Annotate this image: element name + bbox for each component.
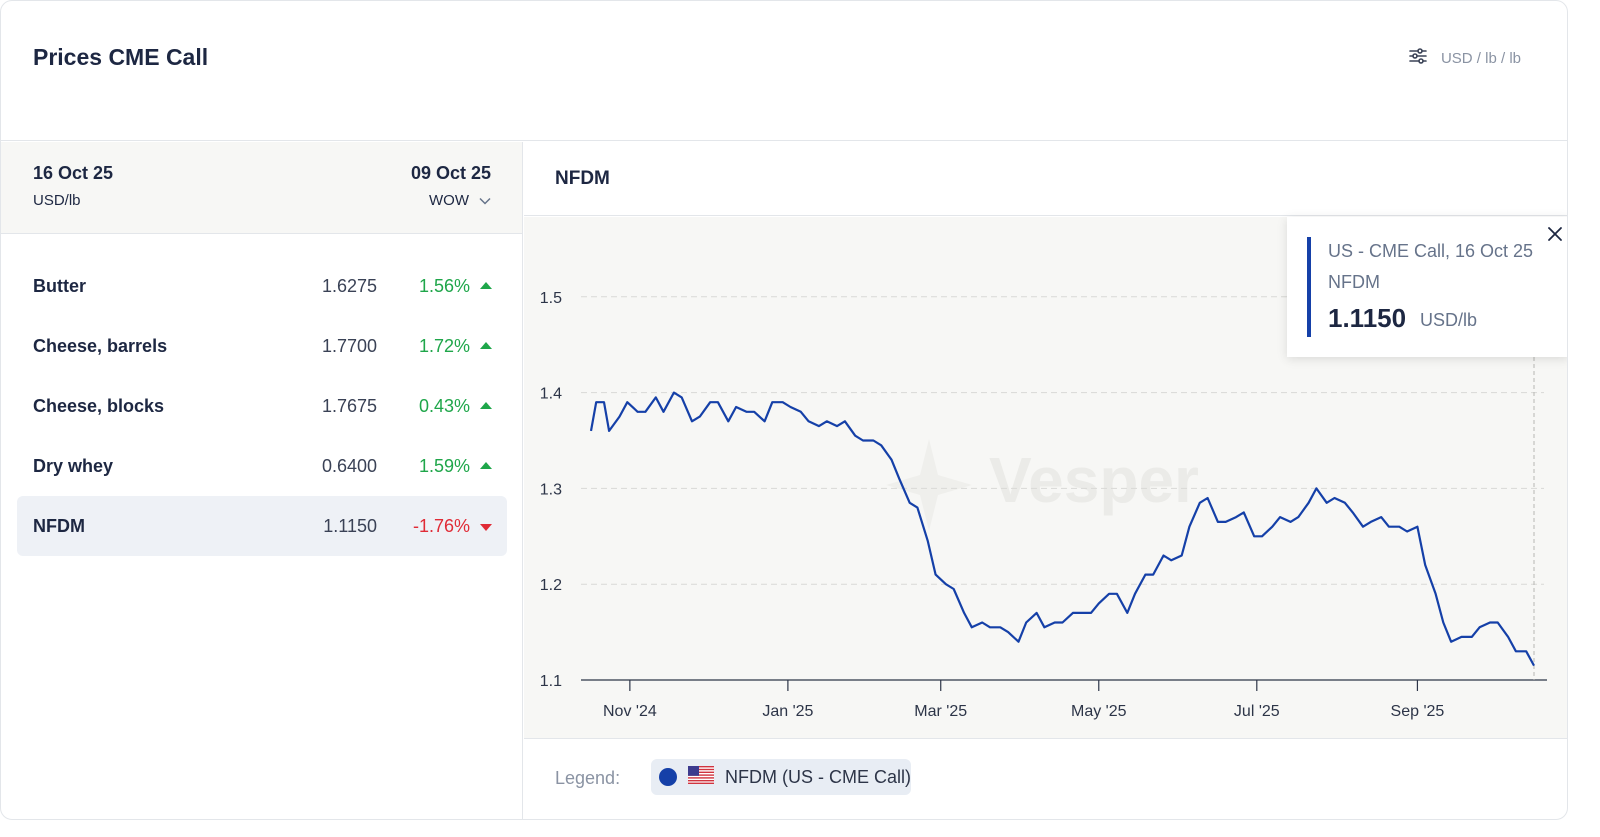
price-row-butter[interactable]: Butter 1.6275 1.56% [17, 256, 507, 316]
x-tick-label: Nov '24 [603, 703, 657, 720]
product-name: NFDM [33, 516, 85, 536]
unit-selector[interactable]: USD / lb / lb [1409, 48, 1521, 69]
price-row-cheese-blocks[interactable]: Cheese, blocks 1.7675 0.43% [17, 376, 507, 436]
up-arrow-icon [480, 402, 492, 409]
sliders-icon [1409, 48, 1427, 69]
series-line-nfdm [589, 391, 1535, 667]
x-tick-label: Sep '25 [1391, 703, 1445, 720]
y-tick-label: 1.2 [540, 577, 562, 594]
page-title: Prices CME Call [33, 44, 209, 70]
prices-card: Prices CME Call USD / lb / lb 16 Oct 25 … [0, 0, 1568, 820]
current-date: 16 Oct 25 [33, 163, 114, 183]
period-label: WOW [429, 192, 469, 209]
down-arrow-icon [480, 524, 492, 531]
price-row-cheese-barrels[interactable]: Cheese, barrels 1.7700 1.72% [17, 316, 507, 376]
product-price: 1.7675 [321, 396, 377, 416]
x-tick-label: Mar '25 [914, 703, 967, 720]
product-name: Butter [33, 276, 86, 296]
up-arrow-icon [480, 342, 492, 349]
up-arrow-icon [480, 282, 492, 289]
x-tick-label: Jan '25 [762, 703, 813, 720]
legend-label: Legend: [555, 768, 621, 788]
y-tick-label: 1.5 [540, 290, 562, 307]
chart-header: NFDM [524, 142, 1567, 216]
product-change: 1.72% [418, 336, 470, 356]
unit-selector-label: USD / lb / lb [1440, 50, 1521, 67]
tooltip-unit: USD/lb [1420, 310, 1478, 330]
chevron-down-icon [479, 192, 491, 209]
product-name: Cheese, blocks [33, 396, 165, 416]
tooltip-name: NFDM [1328, 272, 1380, 292]
x-tick-label: Jul '25 [1234, 703, 1280, 720]
price-row-nfdm[interactable]: NFDM 1.1150 -1.76% [17, 496, 507, 556]
line-chart[interactable]: Vesper 1.1 1.2 1.3 1.4 1.5 Nov '24 Jan '25 Mar '… [524, 217, 1568, 739]
chart-tooltip: US - CME Call, 16 Oct 25 NFDM 1.1150 USD… [1287, 217, 1567, 357]
legend-item-nfdm[interactable]: NFDM (US - CME Call) [651, 759, 911, 795]
product-change: 1.56% [418, 276, 470, 296]
card-header: Prices CME Call USD / lb / lb [1, 1, 1567, 141]
tooltip-series: US - CME Call, 16 Oct 25 [1328, 241, 1534, 261]
close-icon[interactable] [1545, 224, 1565, 244]
legend-item-label: NFDM (US - CME Call) [725, 766, 911, 787]
x-tick-label: May '25 [1071, 703, 1127, 720]
watermark-logo-icon [886, 439, 972, 531]
period-dropdown[interactable]: WOW [429, 192, 491, 209]
product-change: 0.43% [418, 396, 470, 416]
y-tick-label: 1.3 [540, 481, 562, 498]
chart-legend: Legend: NFDM (US - CME Call) [524, 739, 1567, 819]
up-arrow-icon [480, 462, 492, 469]
product-name: Cheese, barrels [33, 336, 168, 356]
tooltip-value: 1.1150 [1328, 303, 1407, 333]
price-unit: USD/lb [33, 192, 81, 209]
watermark-text: Vesper [989, 444, 1199, 516]
price-rows: Butter 1.6275 1.56% Cheese, barrels 1.77… [17, 256, 507, 556]
product-change: 1.59% [418, 456, 470, 476]
us-flag-icon [688, 765, 714, 789]
y-tick-label: 1.4 [540, 386, 562, 403]
product-change: -1.76% [412, 516, 470, 536]
product-price: 1.1150 [323, 516, 377, 536]
product-name: Dry whey [33, 456, 114, 476]
product-price: 1.6275 [321, 276, 377, 296]
price-list-panel: 16 Oct 25 USD/lb 09 Oct 25 WOW Butter 1.… [1, 142, 523, 819]
chart-title: NFDM [555, 168, 610, 189]
product-price: 1.7700 [321, 336, 377, 356]
tooltip-series-bar [1307, 237, 1311, 337]
y-tick-label: 1.1 [540, 673, 562, 690]
price-row-dry-whey[interactable]: Dry whey 0.6400 1.59% [17, 436, 507, 496]
price-list-header: 16 Oct 25 USD/lb 09 Oct 25 WOW [1, 142, 522, 234]
chart-panel: NFDM Vesper 1.1 1.2 1.3 1.4 1.5 Nov '24 Jan '25… [524, 142, 1568, 819]
chart-plot-area[interactable]: Vesper 1.1 1.2 1.3 1.4 1.5 Nov '24 Jan '25 Mar '… [524, 217, 1568, 739]
series-dot-icon [659, 768, 677, 786]
product-price: 0.6400 [321, 456, 377, 476]
compare-date: 09 Oct 25 [410, 163, 491, 183]
